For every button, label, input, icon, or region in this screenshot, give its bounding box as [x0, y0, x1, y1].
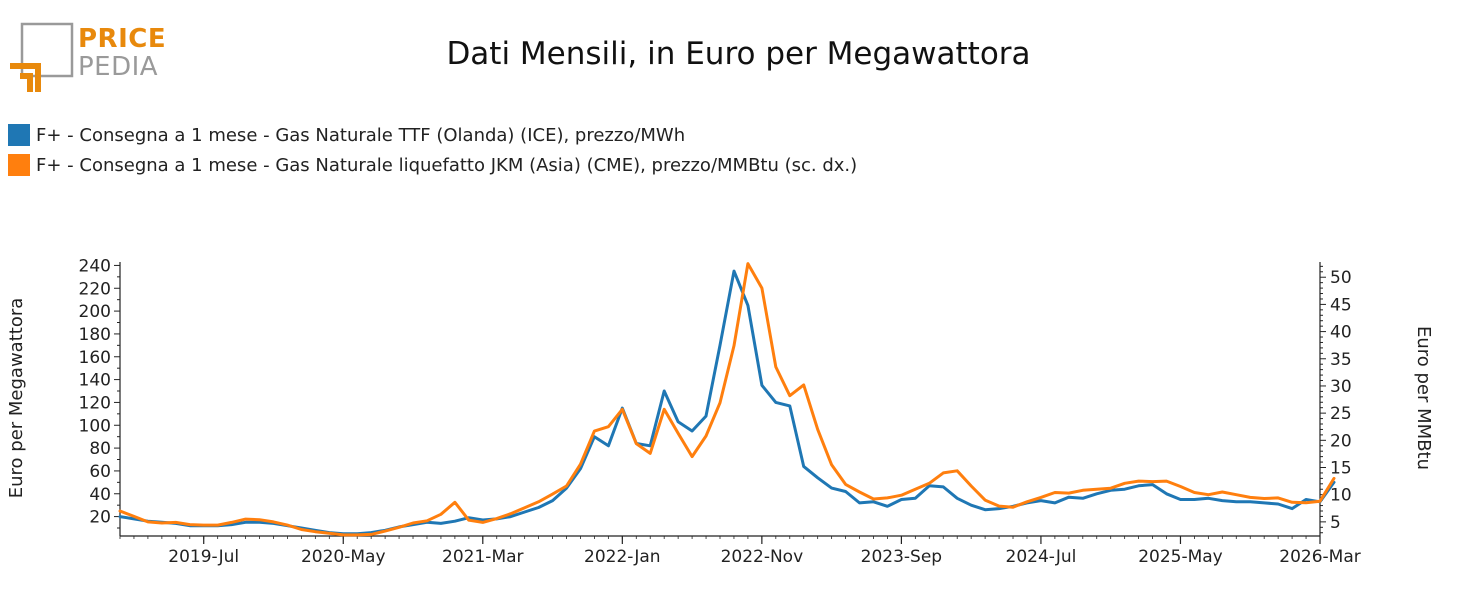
series-layer	[118, 262, 1336, 537]
x-axis-tick-label: 2024-Jul	[1006, 547, 1077, 567]
x-axis-tick-label: 2025-May	[1138, 547, 1223, 567]
left-axis-tick-label: 60	[89, 462, 111, 482]
pricepedia-logo: PRICE PEDIA	[8, 22, 168, 94]
right-axis-tick-label: 30	[1330, 377, 1352, 397]
right-axis-tick-label: 35	[1330, 350, 1352, 370]
x-axis-tick-label: 2026-Mar	[1279, 547, 1360, 567]
left-axis-tick-label: 80	[89, 439, 111, 459]
left-axis-tick-label: 240	[79, 256, 111, 276]
right-axis-tick-label: 20	[1330, 431, 1352, 451]
left-axis-tick-label: 20	[89, 508, 111, 528]
x-axis-tick-label: 2022-Jan	[584, 547, 661, 567]
legend-item-ttf[interactable]: F+ - Consegna a 1 mese - Gas Naturale TT…	[8, 120, 857, 150]
left-axis-tick-label: 160	[79, 348, 111, 368]
left-axis-tick-label: 100	[79, 416, 111, 436]
series-line-ttf	[118, 269, 1336, 536]
legend-label-ttf: F+ - Consegna a 1 mese - Gas Naturale TT…	[36, 124, 686, 146]
x-axis-tick-label: 2023-Sep	[861, 547, 942, 567]
right-axis-tick-label: 50	[1330, 268, 1352, 288]
series-line-jkm	[118, 262, 1336, 537]
chart-title: Dati Mensili, in Euro per Megawattora	[446, 36, 1031, 72]
right-axis-tick-label: 45	[1330, 295, 1352, 315]
right-axis-title: Euro per MMBtu	[1413, 326, 1434, 470]
x-axis-tick-label: 2020-May	[301, 547, 386, 567]
logo-text-price: PRICE	[78, 24, 167, 54]
legend-swatch-jkm	[8, 154, 30, 176]
logo-mark-icon	[10, 22, 74, 92]
right-axis: 5 10 15 20 25 30 35 40 45 50	[1319, 262, 1352, 536]
right-axis-tick-label: 40	[1330, 323, 1352, 343]
right-axis-tick-label: 5	[1330, 513, 1341, 533]
right-axis-tick-label: 10	[1330, 486, 1352, 506]
left-axis-tick-label: 180	[79, 325, 111, 345]
legend-item-jkm[interactable]: F+ - Consegna a 1 mese - Gas Naturale li…	[8, 150, 857, 180]
legend-swatch-ttf	[8, 124, 30, 146]
logo-text-pedia: PEDIA	[78, 52, 159, 82]
left-axis-tick-label: 220	[79, 279, 111, 299]
left-axis-title: Euro per Megawattora	[6, 298, 27, 499]
left-axis-tick-label: 40	[89, 485, 111, 505]
legend-label-jkm: F+ - Consegna a 1 mese - Gas Naturale li…	[36, 154, 858, 176]
x-axis-tick-label: 2019-Jul	[168, 547, 239, 567]
x-axis: 2019-Jul 2020-May 2021-Mar 2022-Jan 2022-Nov…	[119, 535, 1361, 567]
x-axis-tick-label: 2021-Mar	[442, 547, 523, 567]
x-axis-tick-label: 2022-Nov	[721, 547, 804, 567]
left-axis-tick-label: 140	[79, 371, 111, 391]
left-axis-tick-label: 120	[79, 393, 111, 413]
right-axis-tick-label: 15	[1330, 459, 1352, 479]
chart-legend: F+ - Consegna a 1 mese - Gas Naturale TT…	[8, 120, 857, 180]
right-axis-tick-label: 25	[1330, 404, 1352, 424]
left-axis-tick-label: 200	[79, 302, 111, 322]
